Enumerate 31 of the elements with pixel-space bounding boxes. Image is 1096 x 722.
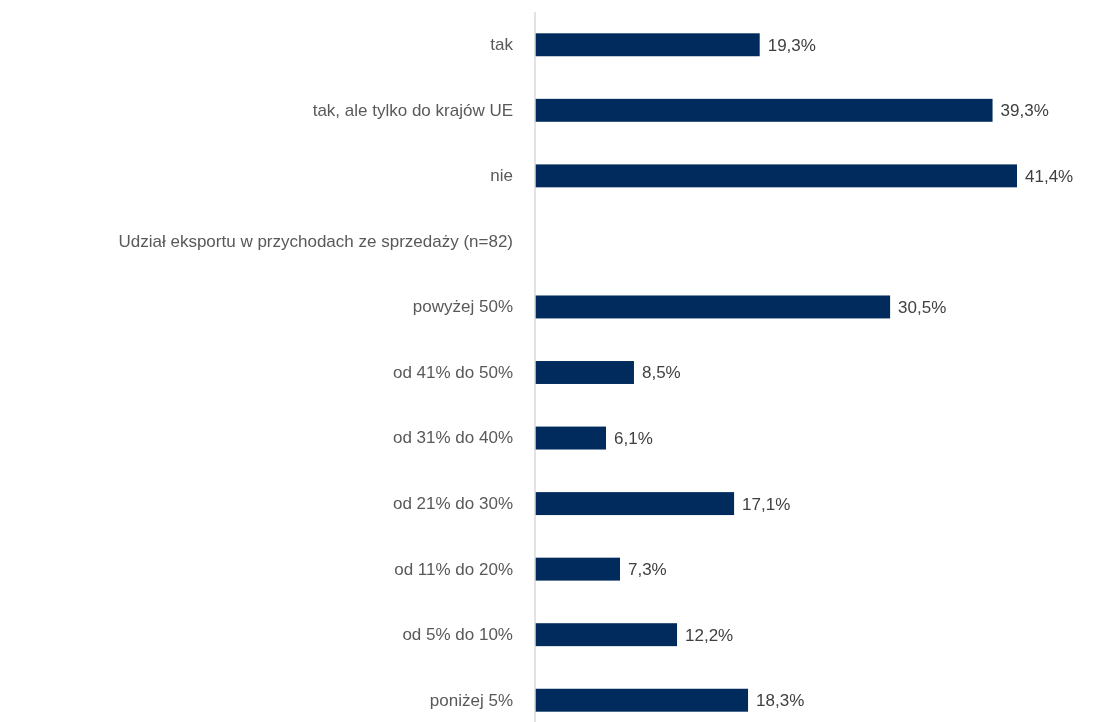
y-tick-label: od 41% do 50% bbox=[392, 362, 513, 382]
data-label: 30,5% bbox=[898, 297, 947, 317]
y-tick-label: od 31% do 40% bbox=[392, 428, 513, 448]
y-tick-label: od 11% do 20% bbox=[394, 559, 513, 579]
y-tick-label: Udział eksportu w przychodach ze sprzedaży (n=82) bbox=[118, 231, 513, 251]
data-label: 19,3% bbox=[767, 35, 816, 55]
data-label: 6,1% bbox=[614, 429, 653, 448]
y-tick-label: tak bbox=[490, 35, 514, 55]
bar bbox=[535, 164, 1017, 188]
data-label: 7,3% bbox=[627, 560, 667, 580]
y-tick-label: nie bbox=[490, 166, 513, 186]
bar bbox=[535, 623, 678, 647]
bar bbox=[535, 688, 749, 712]
data-label: 18,3% bbox=[756, 691, 805, 711]
bar bbox=[535, 98, 993, 122]
bar bbox=[535, 557, 620, 581]
y-tick-label: poniżej 5% bbox=[429, 690, 513, 710]
data-label: 17,1% bbox=[742, 494, 791, 514]
bar bbox=[535, 33, 760, 57]
y-tick-label: powyżej 50% bbox=[412, 297, 513, 317]
y-tick-label: od 5% do 10% bbox=[402, 625, 513, 645]
y-tick-label: tak, ale tylko do krajów UE bbox=[312, 100, 513, 120]
bar bbox=[535, 361, 634, 384]
bar bbox=[535, 295, 891, 319]
y-tick-label: od 21% do 30% bbox=[392, 494, 513, 514]
data-label: 41,4% bbox=[1025, 166, 1074, 186]
data-label: 12,2% bbox=[685, 625, 734, 645]
bar bbox=[535, 426, 607, 450]
bar bbox=[535, 492, 735, 516]
data-label: 39,3% bbox=[1000, 101, 1049, 121]
data-label: 8,5% bbox=[641, 363, 681, 383]
